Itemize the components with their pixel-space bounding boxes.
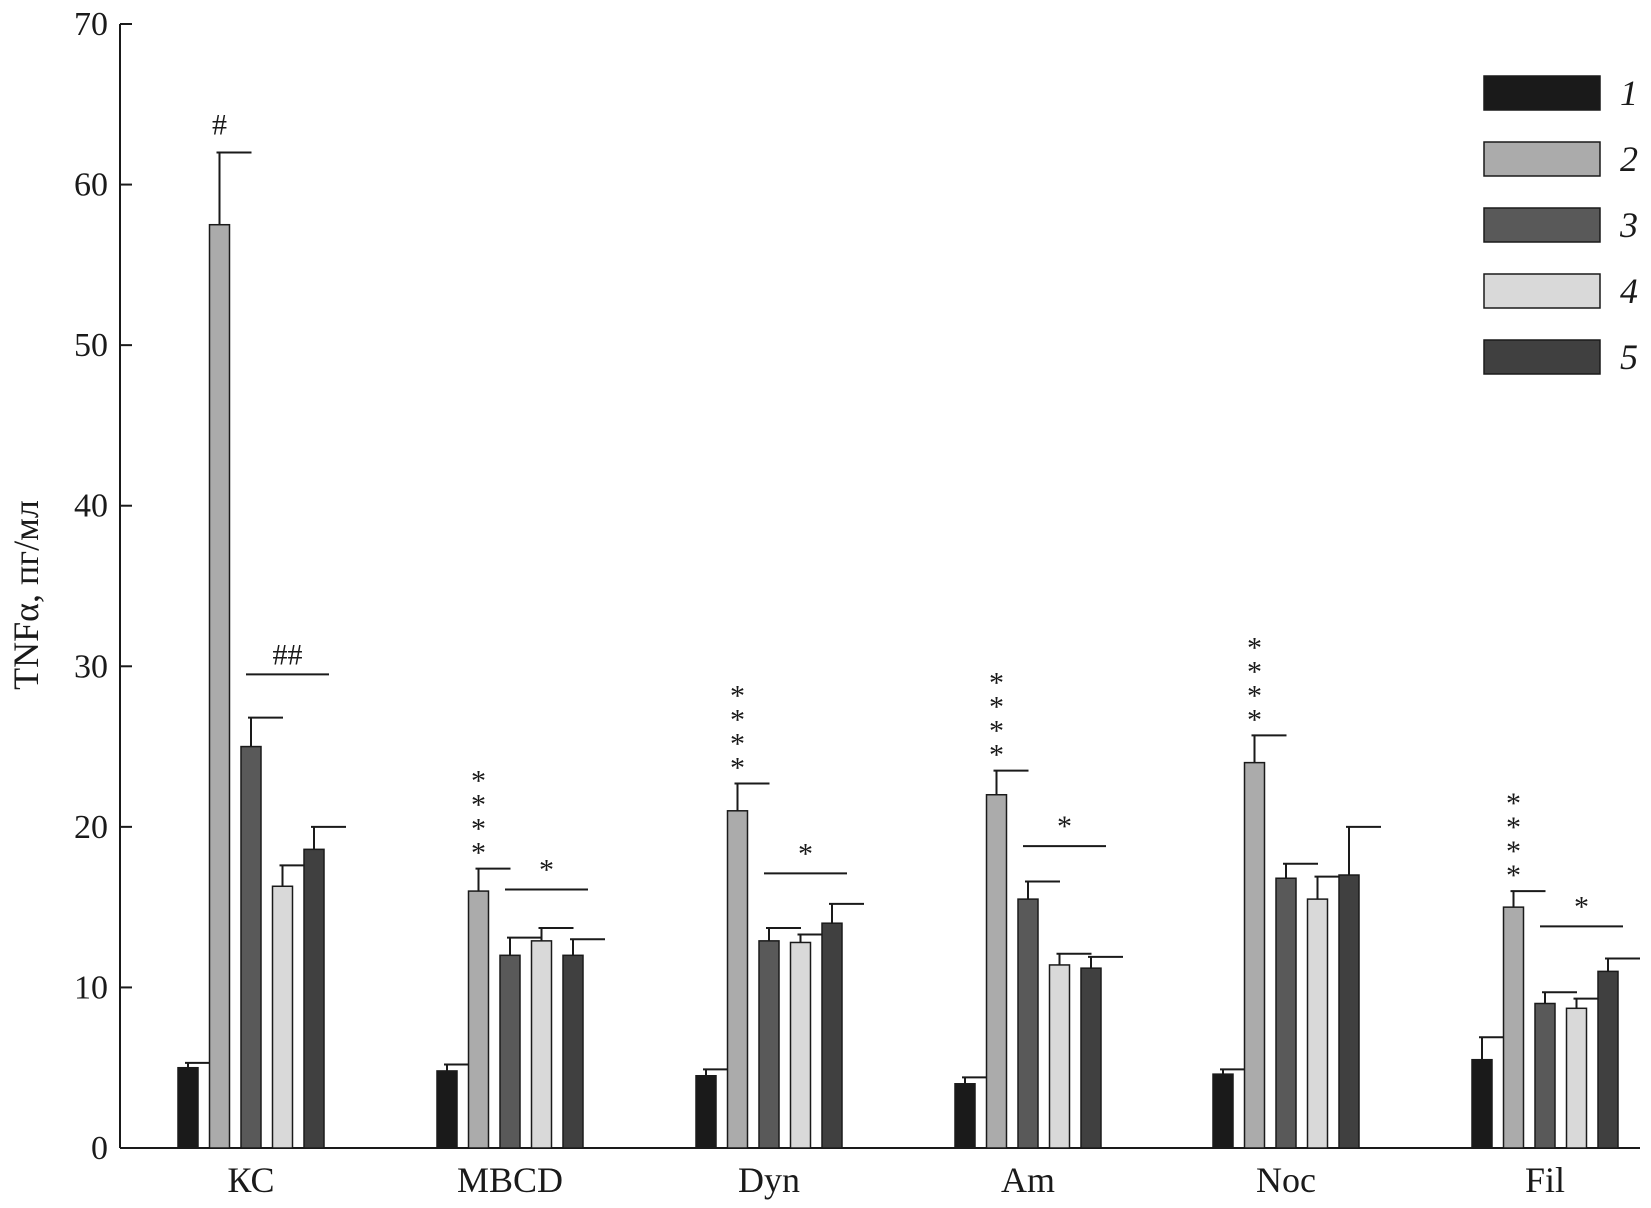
bar — [1275, 877, 1297, 1149]
legend-label: 5 — [1620, 337, 1638, 377]
bar — [1597, 970, 1619, 1149]
legend: 1 2 3 4 5 — [1483, 73, 1638, 377]
significance-mark: * — [1057, 810, 1072, 843]
bar — [985, 793, 1008, 1149]
y-tick-label: 20 — [74, 809, 108, 846]
bar — [436, 1070, 458, 1149]
x-tick-label: КС — [227, 1160, 274, 1200]
y-axis-title: TNFα, пг/мл — [6, 500, 46, 690]
significance-star: * — [989, 691, 1004, 724]
legend-swatch — [1483, 207, 1601, 243]
x-tick-label: Fil — [1525, 1160, 1565, 1200]
bar — [789, 941, 812, 1149]
significance-star: * — [730, 680, 745, 713]
bar — [1080, 967, 1102, 1149]
significance-mark: * — [539, 853, 554, 886]
legend-label: 2 — [1620, 139, 1638, 179]
bar — [1017, 898, 1039, 1149]
significance-star: * — [471, 765, 486, 798]
legend-label: 1 — [1620, 73, 1638, 113]
significance-star: * — [471, 789, 486, 822]
bar — [1502, 906, 1525, 1149]
significance-star: * — [730, 728, 745, 761]
bar — [1243, 761, 1266, 1149]
bar — [726, 810, 749, 1149]
significance-star: * — [471, 813, 486, 846]
significance-star: * — [730, 704, 745, 737]
significance-star: * — [730, 752, 745, 785]
y-tick-label: 30 — [74, 648, 108, 685]
legend-label: 4 — [1620, 271, 1638, 311]
significance-mark: * — [798, 837, 813, 870]
bar — [1565, 1007, 1588, 1149]
significance-star: * — [1506, 835, 1521, 868]
x-tick-label: Dyn — [738, 1160, 800, 1200]
x-tick-label: Noc — [1256, 1160, 1316, 1200]
bar — [530, 940, 553, 1149]
significance-mark: * — [1574, 890, 1589, 923]
significance-mark: * * * * — [1247, 631, 1262, 736]
bar — [208, 223, 231, 1149]
bar — [821, 922, 843, 1149]
significance-annotations: ###* * * *** * * *** * * *** * * ** * * ** — [212, 108, 1623, 928]
bar — [499, 954, 521, 1149]
significance-star: * — [989, 667, 1004, 700]
y-tick-label: 0 — [91, 1130, 108, 1167]
legend-swatch — [1483, 339, 1601, 375]
legend-swatch — [1483, 141, 1601, 177]
bar — [1534, 1002, 1556, 1149]
significance-star: * — [1506, 859, 1521, 892]
bar — [177, 1066, 199, 1149]
significance-mark: * * * * — [1506, 787, 1521, 892]
bar — [303, 848, 325, 1149]
significance-star: * — [989, 715, 1004, 748]
significance-mark: ## — [273, 638, 303, 671]
legend-swatch — [1483, 273, 1601, 309]
significance-star: * — [471, 837, 486, 870]
legend-label: 3 — [1619, 205, 1638, 245]
bar — [467, 890, 490, 1149]
bar — [1048, 964, 1071, 1149]
significance-star: * — [1506, 811, 1521, 844]
bar — [240, 745, 262, 1149]
axes: 0 10 20 30 40 50 60 70 КС MBCD Dyn Am Noc Fil — [74, 6, 1640, 1200]
bar — [695, 1074, 717, 1149]
bar — [758, 940, 780, 1149]
significance-star: * — [989, 739, 1004, 772]
significance-mark: # — [212, 108, 227, 141]
x-tick-label: Am — [1001, 1160, 1055, 1200]
y-tick-label: 50 — [74, 327, 108, 364]
bar — [1338, 874, 1360, 1149]
significance-star: * — [1247, 631, 1262, 664]
significance-star: * — [1506, 787, 1521, 820]
y-tick-label: 10 — [74, 969, 108, 1006]
bar — [954, 1083, 976, 1149]
bar — [271, 885, 294, 1149]
significance-mark: * * * * — [730, 680, 745, 785]
y-tick-label: 40 — [74, 488, 108, 525]
y-tick-label: 70 — [74, 6, 108, 43]
bar — [562, 954, 584, 1149]
bar — [1471, 1058, 1493, 1149]
bar — [1306, 898, 1329, 1149]
significance-mark: * * * * — [989, 667, 1004, 772]
significance-star: * — [1247, 655, 1262, 688]
bar — [1212, 1073, 1234, 1149]
x-tick-label: MBCD — [457, 1160, 563, 1200]
bars — [177, 151, 1640, 1149]
legend-swatch — [1483, 75, 1601, 111]
y-tick-label: 60 — [74, 167, 108, 204]
significance-star: * — [1247, 679, 1262, 712]
significance-star: * — [1247, 703, 1262, 736]
significance-mark: * * * * — [471, 765, 486, 870]
